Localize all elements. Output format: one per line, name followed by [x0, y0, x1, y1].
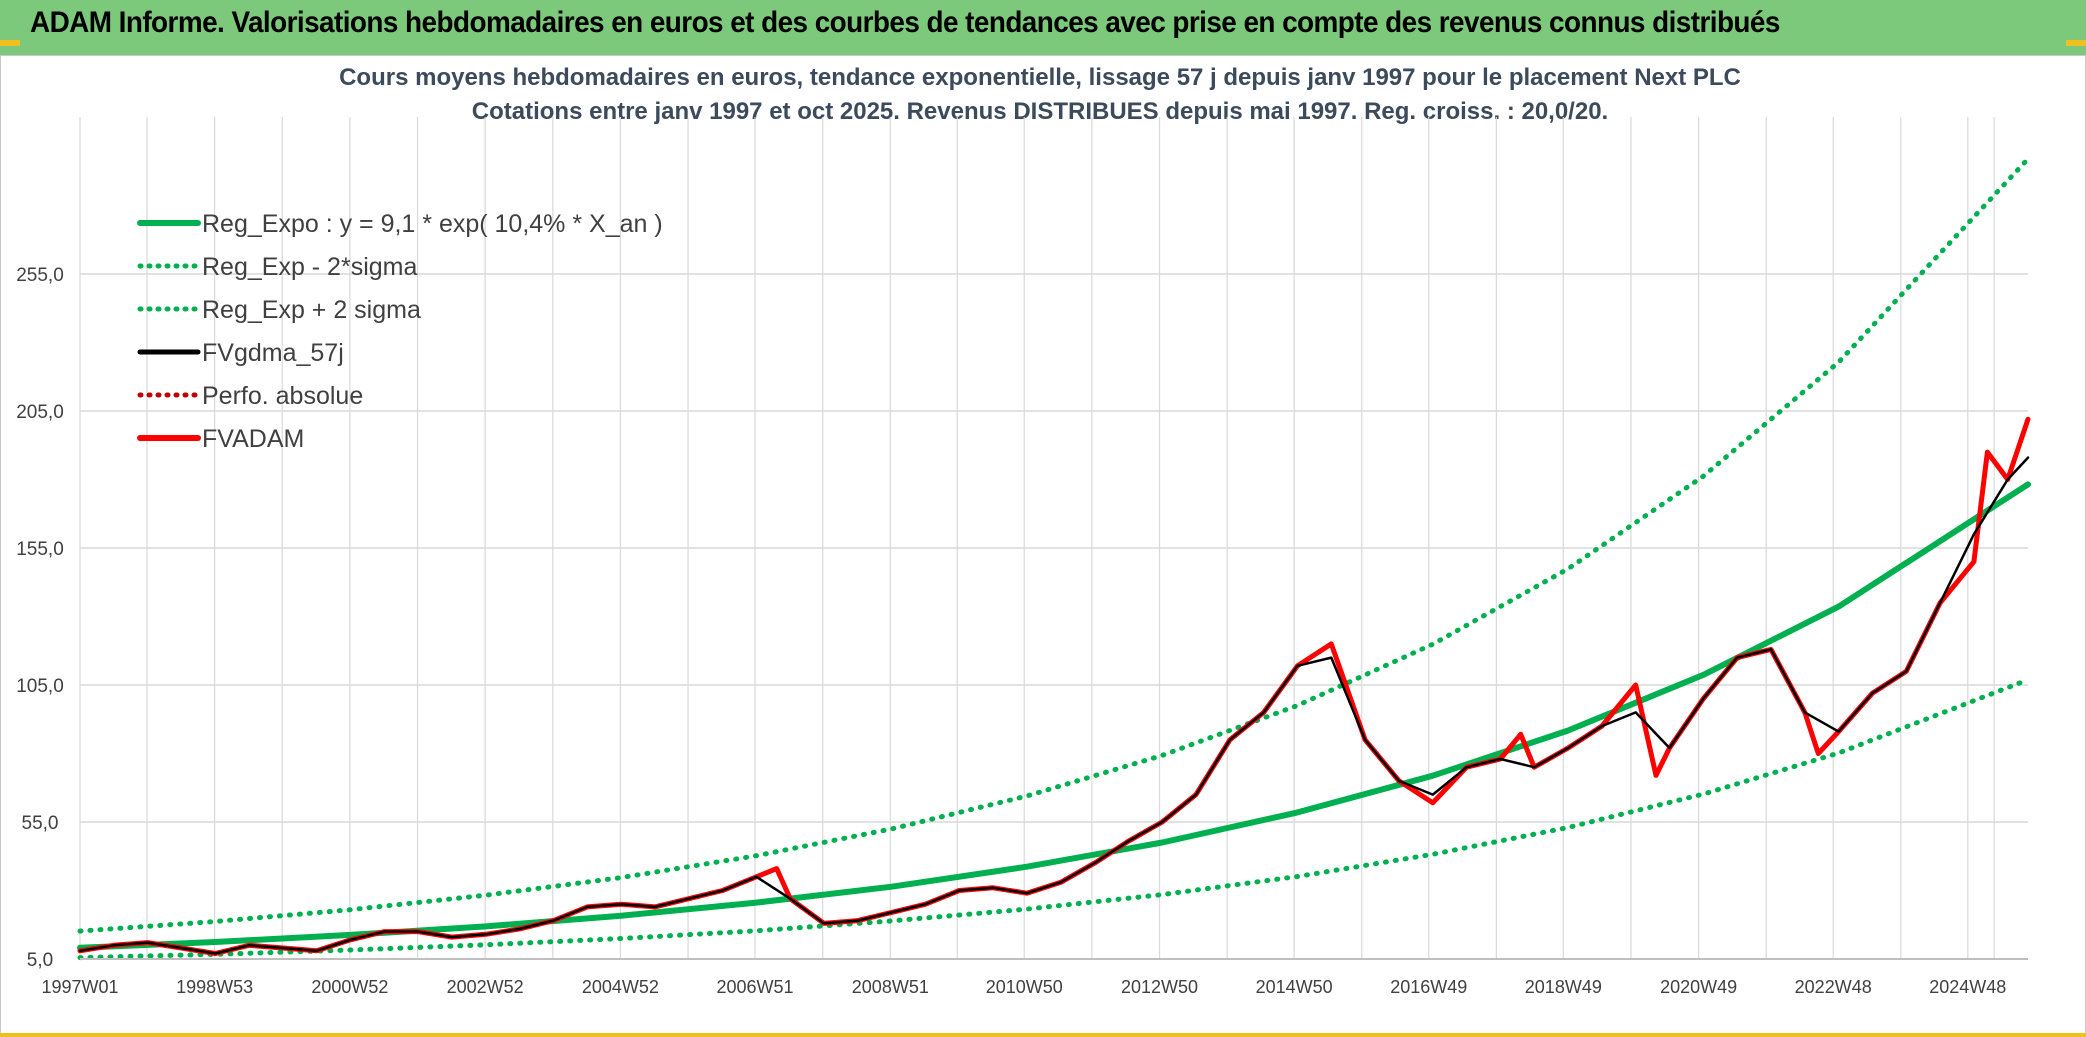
x-tick-label: 2024W48: [1929, 977, 2006, 997]
legend-label: Reg_Exp + 2 sigma: [202, 296, 421, 324]
x-tick-label: 2020W49: [1660, 977, 1737, 997]
y-tick-label: 205,0: [16, 402, 64, 423]
legend-label: FVgdma_57j: [202, 339, 344, 367]
x-tick-label: 2014W50: [1256, 977, 1333, 997]
series-line-3: [78, 456, 2030, 955]
legend-label: Reg_Exp - 2*sigma: [202, 253, 417, 281]
x-tick-label: 2010W50: [986, 977, 1063, 997]
x-tick-label: 2012W50: [1121, 977, 1198, 997]
y-tick-label: 5,0: [27, 950, 53, 971]
line-chart: Cours moyens hebdomadaires en euros, ten…: [16, 64, 2031, 997]
legend: Reg_Expo : y = 9,1 * exp( 10,4% * X_an )…: [137, 210, 663, 453]
grid: [79, 117, 2028, 960]
y-tick-label: 155,0: [16, 539, 64, 560]
x-tick-label: 2008W51: [852, 977, 929, 997]
legend-label: Reg_Expo : y = 9,1 * exp( 10,4% * X_an ): [202, 210, 663, 238]
x-tick-label: 2018W49: [1525, 977, 1602, 997]
series-layer: [77, 156, 2031, 961]
series-line-1: [77, 677, 2031, 961]
chart-title: Cours moyens hebdomadaires en euros, ten…: [339, 64, 1741, 91]
report-title: ADAM Informe. Valorisations hebdomadaire…: [30, 6, 1780, 39]
x-tick-label: 2002W52: [447, 977, 524, 997]
series-line-2: [77, 156, 2031, 934]
legend-label: FVADAM: [202, 425, 304, 453]
x-tick-label: 1997W01: [41, 977, 118, 997]
corner-mark: [2066, 40, 2086, 46]
y-tick-label: 55,0: [22, 813, 59, 834]
x-tick-label: 2006W51: [717, 977, 794, 997]
legend-label: Perfo. absolue: [202, 382, 363, 410]
chart-subtitle: Cotations entre janv 1997 et oct 2025. R…: [472, 98, 1608, 125]
bottom-strip: [0, 1033, 2086, 1037]
x-tick-label: 2022W48: [1795, 977, 1872, 997]
axes: 5,0 55,0 105,0 155,0 205,0 255,0 1997W01 1998W5…: [16, 265, 2028, 997]
title-banner: ADAM Informe. Valorisations hebdomadaire…: [0, 0, 2086, 55]
series-line-0: [77, 481, 2031, 951]
x-tick-label: 2004W52: [582, 977, 659, 997]
x-tick-label: 2016W49: [1390, 977, 1467, 997]
x-tick-label: 2000W52: [311, 977, 388, 997]
x-tick-label: 1998W53: [176, 977, 253, 997]
y-tick-label: 105,0: [16, 676, 64, 697]
y-tick-label: 255,0: [16, 265, 64, 286]
series-line-5: [77, 416, 2031, 956]
corner-mark: [0, 40, 20, 46]
